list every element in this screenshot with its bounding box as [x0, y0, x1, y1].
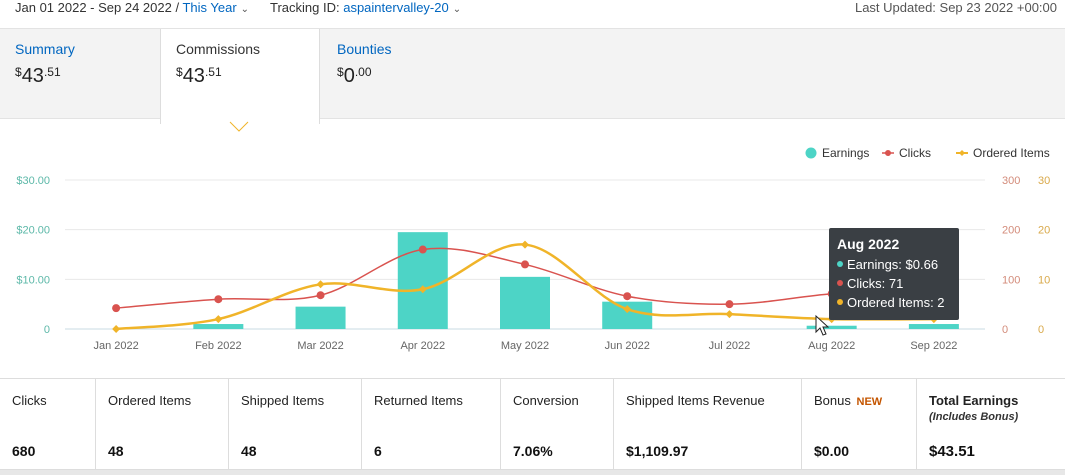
period-link[interactable]: This Year [182, 0, 237, 15]
stat-bonus: Bonus NEW $0.00 [802, 379, 917, 469]
left-axis-tick: $10.00 [16, 274, 50, 286]
active-tab-caret-icon [229, 121, 249, 132]
clicks-point [214, 295, 223, 304]
tab-bounties-label: Bounties [337, 41, 392, 57]
mouse-cursor-icon [815, 314, 830, 336]
chart-tooltip: Aug 2022 Earnings: $0.66 Clicks: 71 Orde… [829, 228, 959, 320]
chart-svg: 0 $10.00 $20.00 $30.00 0 100 200 300 0 10 20 30 Jan … [16, 146, 1050, 352]
x-axis-tick: Aug 2022 [808, 340, 855, 352]
chevron-down-icon[interactable]: ⌄ [452, 4, 462, 15]
tooltip-clicks: Clicks: 71 [837, 276, 951, 291]
tooltip-ordered: Ordered Items: 2 [837, 295, 951, 310]
tab-bounties[interactable]: Bounties $0.00 [322, 29, 482, 120]
x-axis-tick: Jul 2022 [709, 340, 751, 352]
clicks-point [418, 245, 427, 254]
tracking-label: Tracking ID: [270, 0, 340, 15]
right-inner-axis-tick: 20 [1038, 225, 1050, 237]
earnings-bar [295, 306, 346, 329]
legend-ordered-icon [959, 150, 965, 156]
earnings-bar [500, 276, 550, 329]
legend-ordered-items: Ordered Items [973, 146, 1050, 160]
stat-shipped-revenue: Shipped Items Revenue $1,109.97 [614, 379, 802, 469]
report-header: Jan 01 2022 - Sep 24 2022 / This Year ⌄ T… [0, 0, 1065, 28]
right-axis-tick: 0 [1002, 324, 1008, 336]
ordered-items-point [725, 310, 734, 319]
tab-commissions[interactable]: Commissions $43.51 [160, 29, 320, 124]
stat-clicks: Clicks 680 [0, 379, 96, 469]
chevron-down-icon[interactable]: ⌄ [240, 4, 250, 15]
stat-returned-items: Returned Items 6 [362, 379, 501, 469]
ordered-items-point [316, 280, 325, 289]
left-axis-tick: $20.00 [16, 225, 50, 237]
right-axis-tick: 300 [1002, 175, 1020, 187]
tab-summary-value: $43.51 [15, 65, 61, 87]
x-axis-tick: Jan 2022 [93, 340, 138, 352]
legend-clicks-icon [885, 150, 891, 156]
right-inner-axis-tick: 0 [1038, 324, 1044, 336]
new-badge: NEW [856, 396, 883, 408]
left-axis-tick: 0 [44, 324, 50, 336]
tab-summary-label: Summary [15, 41, 75, 57]
last-updated: Last Updated: Sep 23 2022 +00:00 [854, 0, 1057, 15]
bottom-shadow [0, 470, 1065, 475]
earnings-bar [193, 324, 244, 329]
x-axis-tick: May 2022 [501, 340, 549, 352]
clicks-point [521, 260, 529, 269]
earnings-bar [908, 324, 959, 329]
left-axis-tick: $30.00 [16, 175, 50, 187]
x-axis-tick: Jun 2022 [605, 340, 650, 352]
ordered-items-point [623, 305, 632, 314]
clicks-point [725, 300, 734, 309]
tooltip-earnings: Earnings: $0.66 [837, 257, 951, 272]
stat-ordered-items: Ordered Items 48 [96, 379, 229, 469]
ordered-items-point [521, 240, 529, 249]
tooltip-title: Aug 2022 [837, 236, 900, 252]
x-axis-tick: Feb 2022 [195, 340, 241, 352]
tab-commissions-label: Commissions [176, 41, 261, 57]
x-axis-tick: Mar 2022 [297, 340, 343, 352]
right-axis-tick: 200 [1002, 225, 1020, 237]
tab-commissions-value: $43.51 [176, 65, 222, 87]
clicks-point [316, 291, 325, 300]
right-inner-axis-tick: 10 [1038, 274, 1050, 286]
stat-conversion: Conversion 7.06% [501, 379, 614, 469]
x-axis-tick: Apr 2022 [400, 340, 445, 352]
earnings-tabs: Summary $43.51 Commissions $43.51 Bounti… [0, 28, 1065, 124]
ordered-items-point [418, 285, 427, 294]
earnings-chart: 0 $10.00 $20.00 $30.00 0 100 200 300 0 10 20 30 Jan … [0, 136, 1065, 366]
right-inner-axis-tick: 30 [1038, 175, 1050, 187]
date-range-selector[interactable]: Jan 01 2022 - Sep 24 2022 / This Year ⌄ [15, 0, 249, 15]
ordered-items-point [112, 325, 121, 333]
summary-stats: Clicks 680 Ordered Items 48 Shipped Item… [0, 378, 1065, 470]
clicks-point [623, 292, 632, 301]
tab-summary[interactable]: Summary $43.51 [0, 29, 160, 120]
stat-shipped-items: Shipped Items 48 [229, 379, 362, 469]
date-range-text: Jan 01 2022 - Sep 24 2022 / [15, 0, 180, 15]
earnings-bar [806, 325, 857, 329]
ordered-items-point [214, 315, 223, 324]
legend-earnings-icon [805, 147, 817, 159]
legend-clicks: Clicks [899, 146, 931, 160]
legend-earnings: Earnings [822, 146, 869, 160]
stat-total-earnings: Total Earnings (Includes Bonus) $43.51 [929, 393, 1019, 460]
right-axis-tick: 100 [1002, 274, 1020, 286]
tracking-id-selector[interactable]: Tracking ID: aspaintervalley-20 ⌄ [270, 0, 461, 15]
tab-bounties-value: $0.00 [337, 65, 372, 87]
tracking-id-link[interactable]: aspaintervalley-20 [343, 0, 449, 15]
clicks-point [112, 304, 121, 313]
x-axis-tick: Sep 2022 [910, 340, 957, 352]
